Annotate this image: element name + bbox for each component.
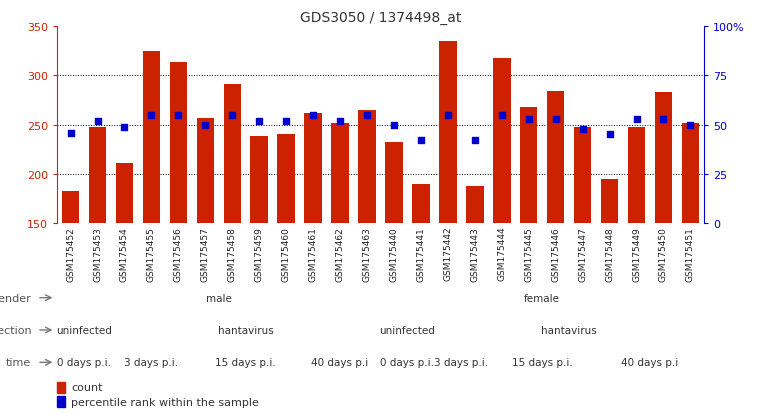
Text: infection: infection bbox=[0, 325, 31, 335]
Point bbox=[684, 122, 696, 128]
Point bbox=[523, 116, 535, 123]
Point bbox=[603, 132, 616, 138]
Text: 3 days p.i.: 3 days p.i. bbox=[435, 357, 489, 368]
Text: 0 days p.i.: 0 days p.i. bbox=[57, 357, 111, 368]
Bar bbox=[170, 63, 187, 223]
Bar bbox=[116, 164, 133, 223]
Point bbox=[253, 118, 266, 125]
Bar bbox=[250, 137, 268, 223]
Point bbox=[415, 138, 427, 145]
Text: GSM175442: GSM175442 bbox=[444, 226, 452, 281]
Text: GSM175444: GSM175444 bbox=[497, 226, 506, 281]
Text: GSM175450: GSM175450 bbox=[659, 226, 668, 281]
Point bbox=[65, 130, 77, 136]
Point bbox=[361, 112, 373, 119]
Text: GSM175447: GSM175447 bbox=[578, 226, 587, 281]
Text: hantavirus: hantavirus bbox=[218, 325, 274, 335]
Bar bbox=[89, 127, 107, 223]
Bar bbox=[142, 52, 160, 223]
Bar bbox=[682, 123, 699, 223]
Bar bbox=[224, 85, 241, 223]
Bar bbox=[466, 186, 483, 223]
Bar bbox=[547, 92, 565, 223]
Text: GSM175445: GSM175445 bbox=[524, 226, 533, 281]
Point bbox=[658, 116, 670, 123]
Text: GSM175446: GSM175446 bbox=[551, 226, 560, 281]
Text: GSM175451: GSM175451 bbox=[686, 226, 695, 281]
Text: GSM175460: GSM175460 bbox=[282, 226, 291, 281]
Point bbox=[280, 118, 292, 125]
Text: 15 days p.i.: 15 days p.i. bbox=[512, 357, 572, 368]
Bar bbox=[62, 191, 79, 223]
Point bbox=[495, 112, 508, 119]
Point bbox=[442, 112, 454, 119]
Text: count: count bbox=[71, 382, 103, 392]
Bar bbox=[278, 135, 295, 223]
Point bbox=[145, 112, 158, 119]
Text: GSM175453: GSM175453 bbox=[93, 226, 102, 281]
Point bbox=[307, 112, 319, 119]
Text: GSM175456: GSM175456 bbox=[174, 226, 183, 281]
Text: hantavirus: hantavirus bbox=[541, 325, 597, 335]
Point bbox=[334, 118, 346, 125]
Title: GDS3050 / 1374498_at: GDS3050 / 1374498_at bbox=[300, 11, 461, 25]
Bar bbox=[439, 42, 457, 223]
Text: GSM175459: GSM175459 bbox=[255, 226, 264, 281]
Bar bbox=[412, 184, 430, 223]
Bar bbox=[574, 127, 591, 223]
Text: gender: gender bbox=[0, 293, 31, 303]
Bar bbox=[331, 123, 349, 223]
Text: 40 days p.i: 40 days p.i bbox=[311, 357, 368, 368]
Point bbox=[577, 126, 589, 133]
Text: GSM175449: GSM175449 bbox=[632, 226, 641, 281]
Text: female: female bbox=[524, 293, 560, 303]
Bar bbox=[57, 382, 65, 393]
Point bbox=[199, 122, 212, 128]
Bar bbox=[304, 114, 322, 223]
Text: GSM175440: GSM175440 bbox=[390, 226, 399, 281]
Bar bbox=[57, 396, 65, 407]
Text: uninfected: uninfected bbox=[56, 325, 112, 335]
Bar bbox=[520, 108, 537, 223]
Text: GSM175454: GSM175454 bbox=[120, 226, 129, 281]
Point bbox=[172, 112, 184, 119]
Bar bbox=[385, 143, 403, 223]
Text: GSM175443: GSM175443 bbox=[470, 226, 479, 281]
Bar bbox=[196, 119, 214, 223]
Text: 3 days p.i.: 3 days p.i. bbox=[124, 357, 179, 368]
Point bbox=[388, 122, 400, 128]
Text: 15 days p.i.: 15 days p.i. bbox=[215, 357, 276, 368]
Bar bbox=[628, 127, 645, 223]
Bar bbox=[358, 111, 376, 223]
Point bbox=[119, 124, 131, 131]
Bar bbox=[493, 59, 511, 223]
Text: GSM175455: GSM175455 bbox=[147, 226, 156, 281]
Text: GSM175463: GSM175463 bbox=[362, 226, 371, 281]
Point bbox=[469, 138, 481, 145]
Bar bbox=[601, 179, 619, 223]
Point bbox=[549, 116, 562, 123]
Text: GSM175448: GSM175448 bbox=[605, 226, 614, 281]
Text: GSM175452: GSM175452 bbox=[66, 226, 75, 281]
Text: percentile rank within the sample: percentile rank within the sample bbox=[71, 397, 259, 407]
Point bbox=[91, 118, 103, 125]
Point bbox=[630, 116, 642, 123]
Text: male: male bbox=[205, 293, 232, 303]
Point bbox=[226, 112, 238, 119]
Text: uninfected: uninfected bbox=[380, 325, 435, 335]
Text: GSM175441: GSM175441 bbox=[416, 226, 425, 281]
Text: GSM175462: GSM175462 bbox=[336, 226, 345, 281]
Text: 40 days p.i: 40 days p.i bbox=[622, 357, 679, 368]
Text: 0 days p.i.: 0 days p.i. bbox=[380, 357, 435, 368]
Text: GSM175458: GSM175458 bbox=[228, 226, 237, 281]
Bar bbox=[654, 93, 672, 223]
Text: GSM175457: GSM175457 bbox=[201, 226, 210, 281]
Text: time: time bbox=[6, 357, 31, 368]
Text: GSM175461: GSM175461 bbox=[309, 226, 317, 281]
